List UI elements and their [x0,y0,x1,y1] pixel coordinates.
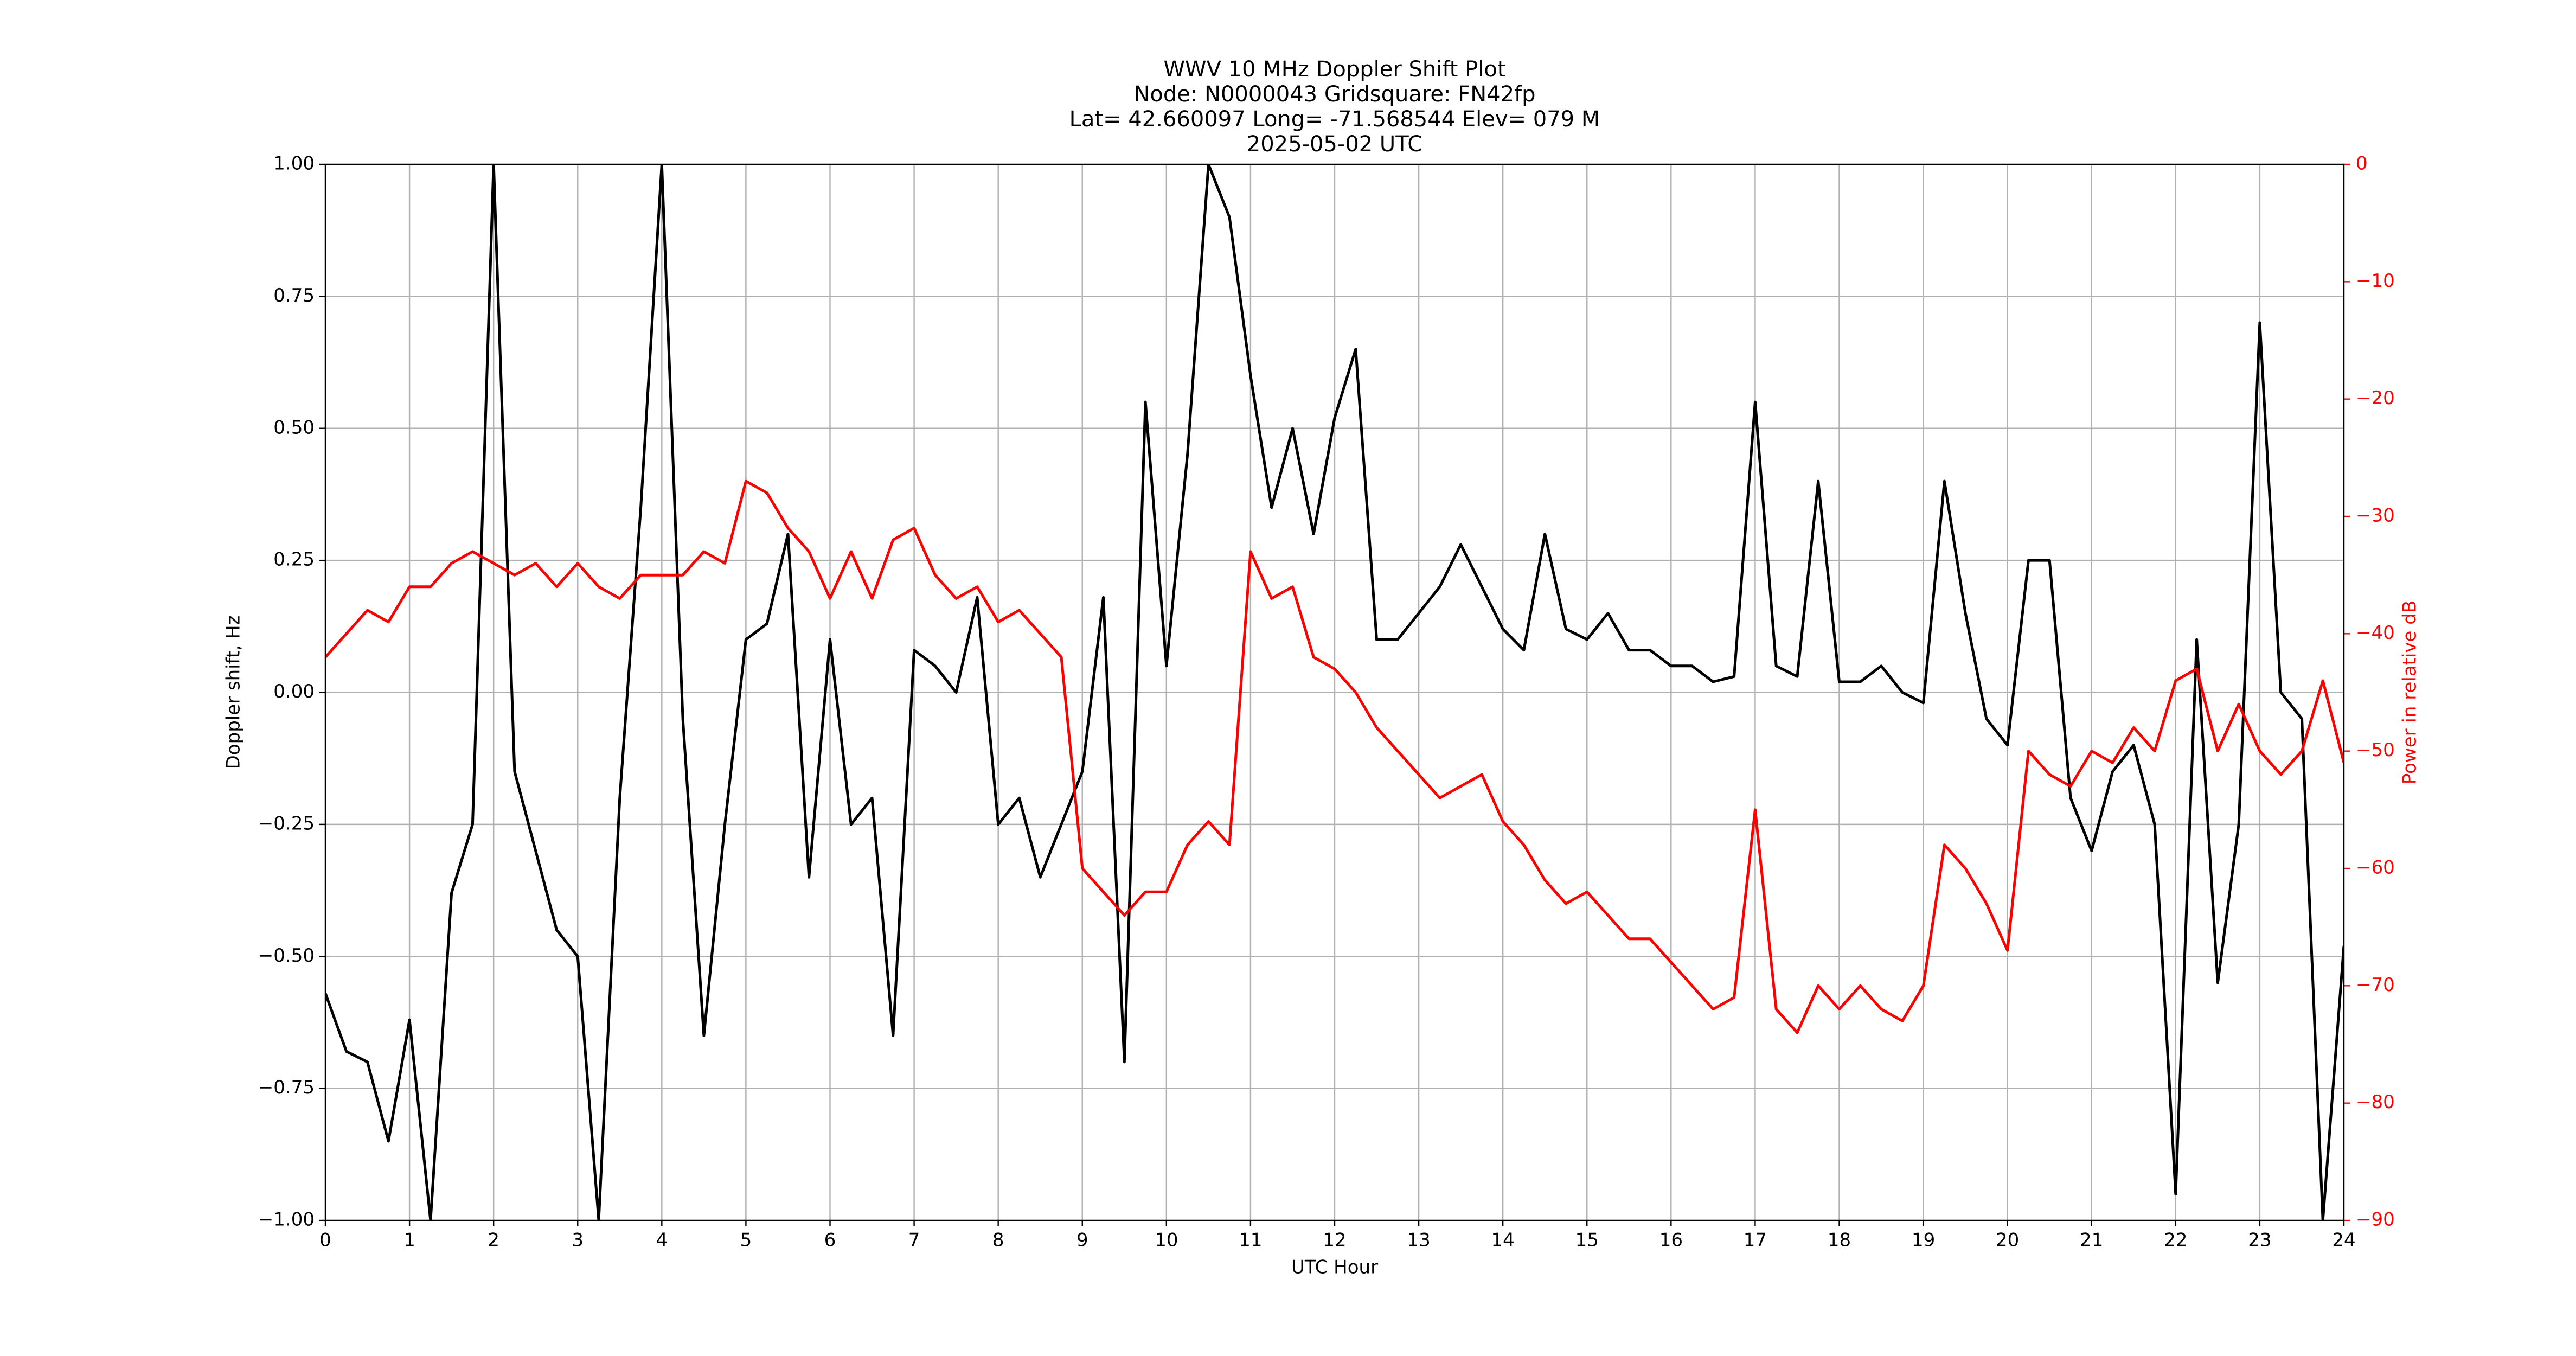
x-tick-label: 19 [1912,1230,1935,1251]
chart-title: WWV 10 MHz Doppler Shift Plot [1163,57,1505,82]
x-tick-label: 0 [319,1230,331,1251]
x-tick-label: 11 [1239,1230,1262,1251]
x-tick-label: 6 [824,1230,836,1251]
y2-tick-label: 0 [2356,153,2368,175]
x-tick-label: 9 [1076,1230,1088,1251]
x-tick-label: 12 [1323,1230,1346,1251]
y-tick-label: 0.25 [273,549,315,571]
x-tick-label: 20 [1996,1230,2019,1251]
y-tick-label: −0.50 [258,945,315,967]
chart-title: Lat= 42.660097 Long= -71.568544 Elev= 07… [1069,107,1600,132]
x-tick-label: 8 [992,1230,1004,1251]
x-tick-label: 21 [2080,1230,2103,1251]
x-tick-label: 15 [1575,1230,1599,1251]
x-tick-label: 3 [572,1230,584,1251]
x-tick-label: 17 [1744,1230,1767,1251]
data-line [325,479,2344,1034]
x-axis-label: UTC Hour [1291,1257,1378,1278]
x-tick-label: 10 [1155,1230,1178,1251]
chart-title: Node: N0000043 Gridsquare: FN42fp [1133,82,1535,107]
x-tick-label: 14 [1491,1230,1515,1251]
x-tick-label: 2 [488,1230,499,1251]
x-tick-label: 4 [656,1230,668,1251]
y2-tick-label: −70 [2356,974,2395,996]
x-tick-label: 7 [908,1230,920,1251]
y2-tick-label: −40 [2356,622,2395,644]
y-tick-label: 0.00 [273,681,315,702]
data-line [325,164,2344,1220]
x-tick-label: 1 [403,1230,415,1251]
y-tick-label: −0.75 [258,1077,315,1098]
y-tick-label: −0.25 [258,813,315,834]
y-tick-label: −1.00 [258,1209,315,1231]
x-tick-label: 16 [1659,1230,1683,1251]
y2-tick-label: −60 [2356,857,2395,879]
y-tick-label: 0.75 [273,285,315,306]
x-tick-label: 22 [2164,1230,2187,1251]
plot-frame [324,163,2345,1221]
y2-tick-label: −20 [2356,387,2395,409]
y2-tick-label: −10 [2356,270,2395,292]
y2-tick-label: −80 [2356,1091,2395,1113]
x-tick-label: 13 [1407,1230,1430,1251]
y2-tick-label: −50 [2356,739,2395,761]
y-tick-label: 1.00 [273,153,315,175]
x-tick-label: 24 [2332,1230,2355,1251]
x-tick-label: 5 [740,1230,752,1251]
y-tick-label: 0.50 [273,417,315,438]
x-tick-label: 23 [2248,1230,2271,1251]
chart-title: 2025-05-02 UTC [1247,132,1422,157]
y2-axis-label: Power in relative dB [2399,600,2421,784]
y2-tick-label: −30 [2356,505,2395,527]
x-tick-label: 18 [1828,1230,1851,1251]
y2-tick-label: −90 [2356,1209,2395,1231]
y-axis-label: Doppler shift, Hz [223,616,245,770]
